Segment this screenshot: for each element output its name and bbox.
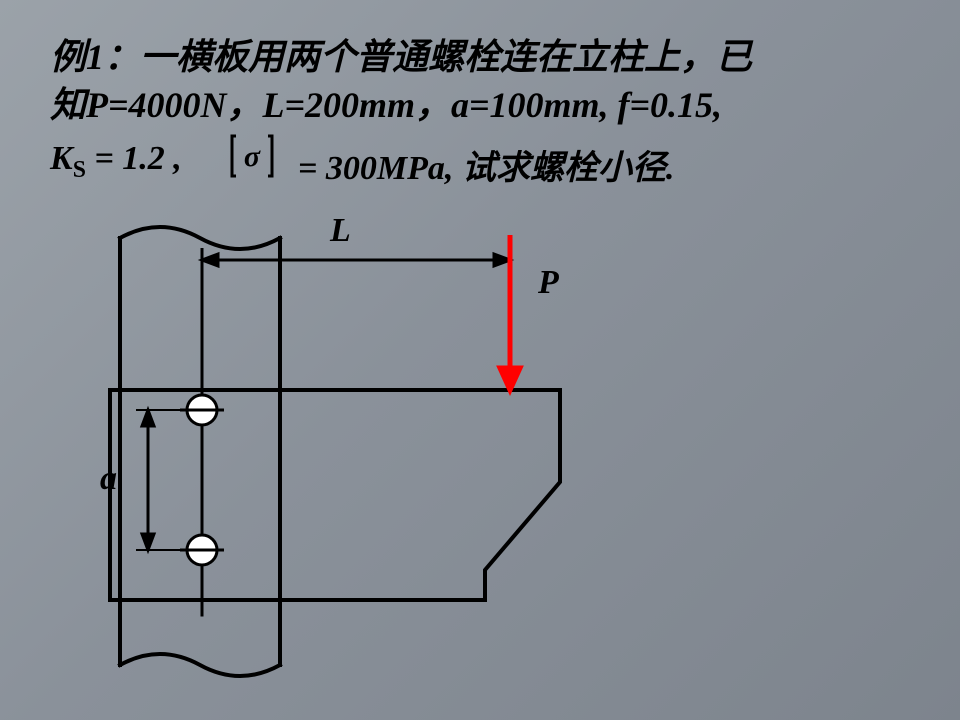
problem-line-1: 例1：一横板用两个普通螺栓连在立柱上，已	[50, 28, 752, 80]
var-K-sub: S	[73, 157, 86, 183]
var-K: K	[50, 140, 73, 177]
label-L: L	[330, 212, 351, 250]
formula-ks: KS = 1.2 ,	[50, 140, 182, 184]
sigma-rhs: = 300MPa, 试求螺栓小径.	[298, 140, 674, 189]
label-a: a	[100, 460, 117, 498]
sigma-bracket: σ	[230, 132, 290, 182]
ks-rhs: = 1.2 ,	[86, 140, 182, 177]
label-P: P	[538, 264, 559, 302]
page: 例1：一横板用两个普通螺栓连在立柱上，已 知P=4000N，L=200mm，a=…	[0, 0, 960, 720]
problem-line-2: 知P=4000N，L=200mm，a=100mm, f=0.15,	[50, 76, 722, 128]
svg-text:σ: σ	[244, 140, 261, 173]
